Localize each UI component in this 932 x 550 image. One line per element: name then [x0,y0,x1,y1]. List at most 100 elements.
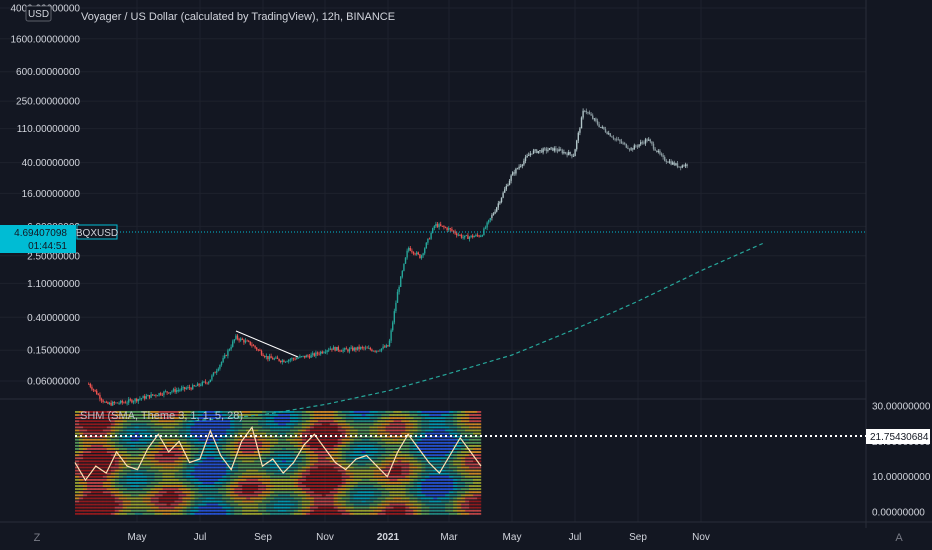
heatmap-cell [146,488,151,491]
heatmap-cell [182,494,187,497]
heatmap-cell [78,491,84,494]
heatmap-cell [313,469,318,472]
heatmap-cell [194,466,199,469]
heatmap-cell [190,463,195,466]
heatmap-cell [437,429,442,432]
heatmap-cell [361,417,366,420]
heatmap-cell [206,420,211,423]
heatmap-cell [206,441,211,444]
heatmap-cell [130,411,135,413]
candle-body [342,349,344,352]
heatmap-cell [234,469,239,472]
heatmap-cell [325,417,330,420]
heatmap-cell [262,497,267,500]
currency-badge[interactable] [25,5,52,22]
heatmap-cell [178,506,183,509]
heatmap-cell [381,494,386,497]
heatmap-cell [301,475,307,478]
heatmap-cell [226,463,231,466]
heatmap-cell [393,426,398,429]
heatmap-cell [465,506,470,509]
heatmap-cell [293,472,299,475]
heatmap-cell [98,503,104,506]
heatmap-cell [469,423,474,426]
heatmap-cell [333,444,338,447]
heatmap-cell [114,441,119,444]
heatmap-cell [469,444,474,447]
heatmap-cell [285,429,291,432]
heatmap-cell [449,497,454,500]
heatmap-cell [301,478,307,481]
heatmap-cell [226,417,231,420]
heatmap-cell [361,500,366,503]
heatmap-cell [305,438,311,441]
heatmap-cell [397,478,402,481]
heatmap-cell [178,482,183,484]
heatmap-cell [421,491,426,494]
heatmap-cell [78,441,84,444]
heatmap-cell [365,414,370,416]
heatmap-cell [369,444,374,447]
heatmap-cell [373,454,378,457]
heatmap-cell [138,463,143,466]
heatmap-cell [202,417,207,420]
heatmap-cell [94,485,100,487]
candle-body [529,153,532,156]
heatmap-cell [349,448,354,450]
heatmap-cell [278,420,283,423]
heatmap-cell [341,414,346,416]
heatmap-cell [182,444,187,447]
heatmap-cell [170,475,175,478]
heatmap-cell [182,472,187,475]
heatmap-cell [182,469,187,472]
heatmap-cell [413,417,418,420]
trend-line-drawing[interactable] [235,330,299,358]
heatmap-cell [278,475,283,478]
heatmap-cell [138,469,143,472]
candle-body [440,224,442,226]
heatmap-cell [441,482,446,484]
heatmap-cell [369,423,374,426]
heatmap-cell [174,417,179,420]
heatmap-cell [413,485,418,487]
heatmap-cell [118,426,123,429]
heatmap-cell [146,472,151,475]
heatmap-cell [122,441,127,444]
candle-body [275,357,277,359]
heatmap-cell [246,432,251,435]
heatmap-cell [122,414,127,416]
heatmap-cell [397,435,402,438]
log-scale-toggle[interactable]: Z [34,532,41,544]
heatmap-cell [457,512,462,515]
heatmap-cell [449,503,454,506]
heatmap-cell [86,469,92,472]
candle-body [548,148,551,151]
heatmap-cell [262,509,267,512]
heatmap-cell [349,497,354,500]
heatmap-cell [321,463,326,466]
heatmap-cell [357,488,362,491]
candle-body [598,124,600,127]
time-axis[interactable]: May Jul Sep Nov 2021 Mar May Jul Sep Nov [128,532,710,543]
heatmap-cell [194,423,199,426]
heatmap-cell [250,411,255,413]
candle-body [227,350,229,356]
heatmap-cell [397,475,402,478]
heatmap-cell [345,411,350,413]
heatmap-cell [385,478,390,481]
heatmap-cell [90,457,96,460]
heatmap-cell [178,469,183,472]
indicator-title[interactable]: SHM (SMA, Theme 3, 1, 1, 5, 28) [80,410,243,422]
heatmap-cell [142,432,147,435]
auto-scale-toggle[interactable]: A [895,532,903,544]
heatmap-cell [301,466,307,469]
heatmap-cell [126,475,131,478]
heatmap-cell [429,414,434,416]
heatmap-cell [477,414,482,416]
heatmap-cell [142,485,147,487]
heatmap-cell [337,420,342,423]
heatmap-cell [413,432,418,435]
heatmap-cell [393,463,398,466]
heatmap-cell [86,432,92,435]
